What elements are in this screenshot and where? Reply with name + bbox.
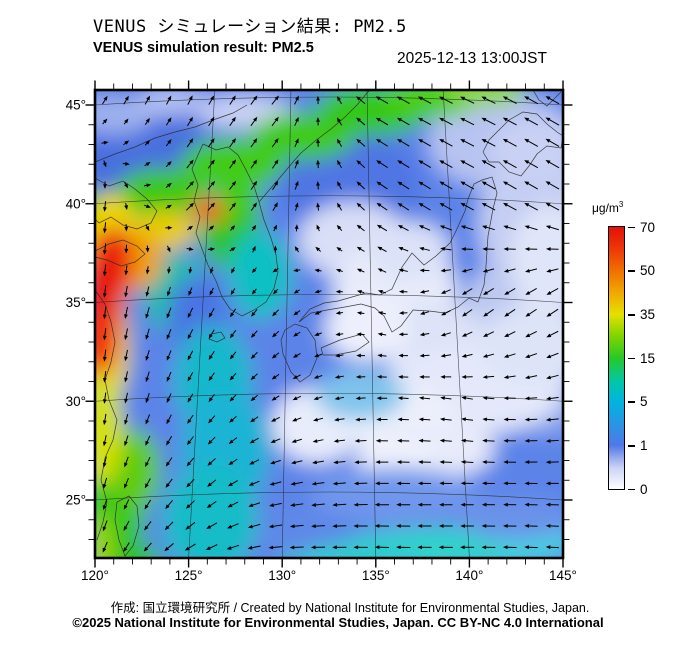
page-title-japanese: VENUS シミュレーション結果: PM2.5 (93, 17, 407, 37)
axis-labels: 120° 125° 130° 135° 140° 145° 45° 40° 35° 30° 25° (66, 98, 577, 584)
pm25-concentration-map: 120° 125° 130° 135° 140° 145° 45° 40° 35° 30° 25° (66, 80, 577, 583)
coastline-kyushu (280, 323, 318, 383)
y-tick-label: 30° (66, 394, 86, 409)
coastline-china-coast (95, 289, 118, 541)
coastline-taiwan (114, 495, 140, 557)
x-tick-label: 135° (362, 568, 390, 583)
credit-line: 作成: 国立環境研究所 / Created by National Instit… (110, 601, 590, 615)
coastline-shandong (95, 239, 146, 267)
coastline-honshu (298, 176, 498, 333)
x-tick-label: 145° (549, 568, 577, 583)
colorbar-tick (628, 226, 635, 229)
coastline-sakhalin (532, 90, 562, 107)
x-tick-label: 120° (81, 568, 109, 583)
y-tick-label: 40° (66, 196, 86, 211)
colorbar-tick-label: 50 (640, 263, 656, 279)
timestamp-label: 2025-12-13 13:00JST (397, 50, 547, 67)
license-line: ©2025 National Institute for Environment… (72, 615, 604, 630)
wind-arrows (101, 95, 560, 553)
x-tick-label: 140° (455, 568, 483, 583)
colorbar: μg/m3 70 50 35 15 5 1 0 (590, 200, 700, 505)
y-tick-label: 25° (66, 493, 86, 508)
coastline-primorye (258, 90, 371, 203)
coastline-bohai (95, 177, 158, 230)
colorbar-tick-label: 0 (640, 481, 648, 497)
map-frame (93, 88, 565, 560)
y-tick-label: 35° (66, 295, 86, 310)
coastline-manchuria-border (95, 104, 248, 163)
axis-ticks (85, 80, 573, 568)
colorbar-tick-label: 70 (640, 219, 656, 235)
graticule (95, 90, 563, 558)
page-title-english: VENUS simulation result: PM2.5 (93, 40, 314, 56)
colorbar-tick (628, 445, 635, 447)
x-tick-label: 130° (268, 568, 296, 583)
colorbar-tick (628, 401, 635, 404)
field-layer (95, 90, 563, 558)
colorbar-tick-label: 5 (640, 394, 648, 410)
y-tick-label: 45° (66, 98, 86, 113)
colorbar-tick (628, 270, 635, 273)
x-tick-label: 125° (175, 568, 203, 583)
coastline-shikoku (320, 333, 370, 356)
coastline-korea (191, 143, 279, 317)
colorbar-tick-label: 1 (640, 437, 648, 453)
colorbar-tick (628, 314, 635, 316)
colorbar-tick (628, 488, 635, 491)
colorbar-gradient (608, 226, 625, 490)
colorbar-units-label: μg/m3 (592, 200, 624, 215)
colorbar-tick-label: 35 (640, 306, 656, 322)
colorbar-tick-label: 15 (640, 350, 656, 366)
colorbar-tick (628, 357, 635, 360)
map-canvas: 120° 125° 130° 135° 140° 145° 45° 40° 35° 30° 25° (66, 80, 577, 583)
